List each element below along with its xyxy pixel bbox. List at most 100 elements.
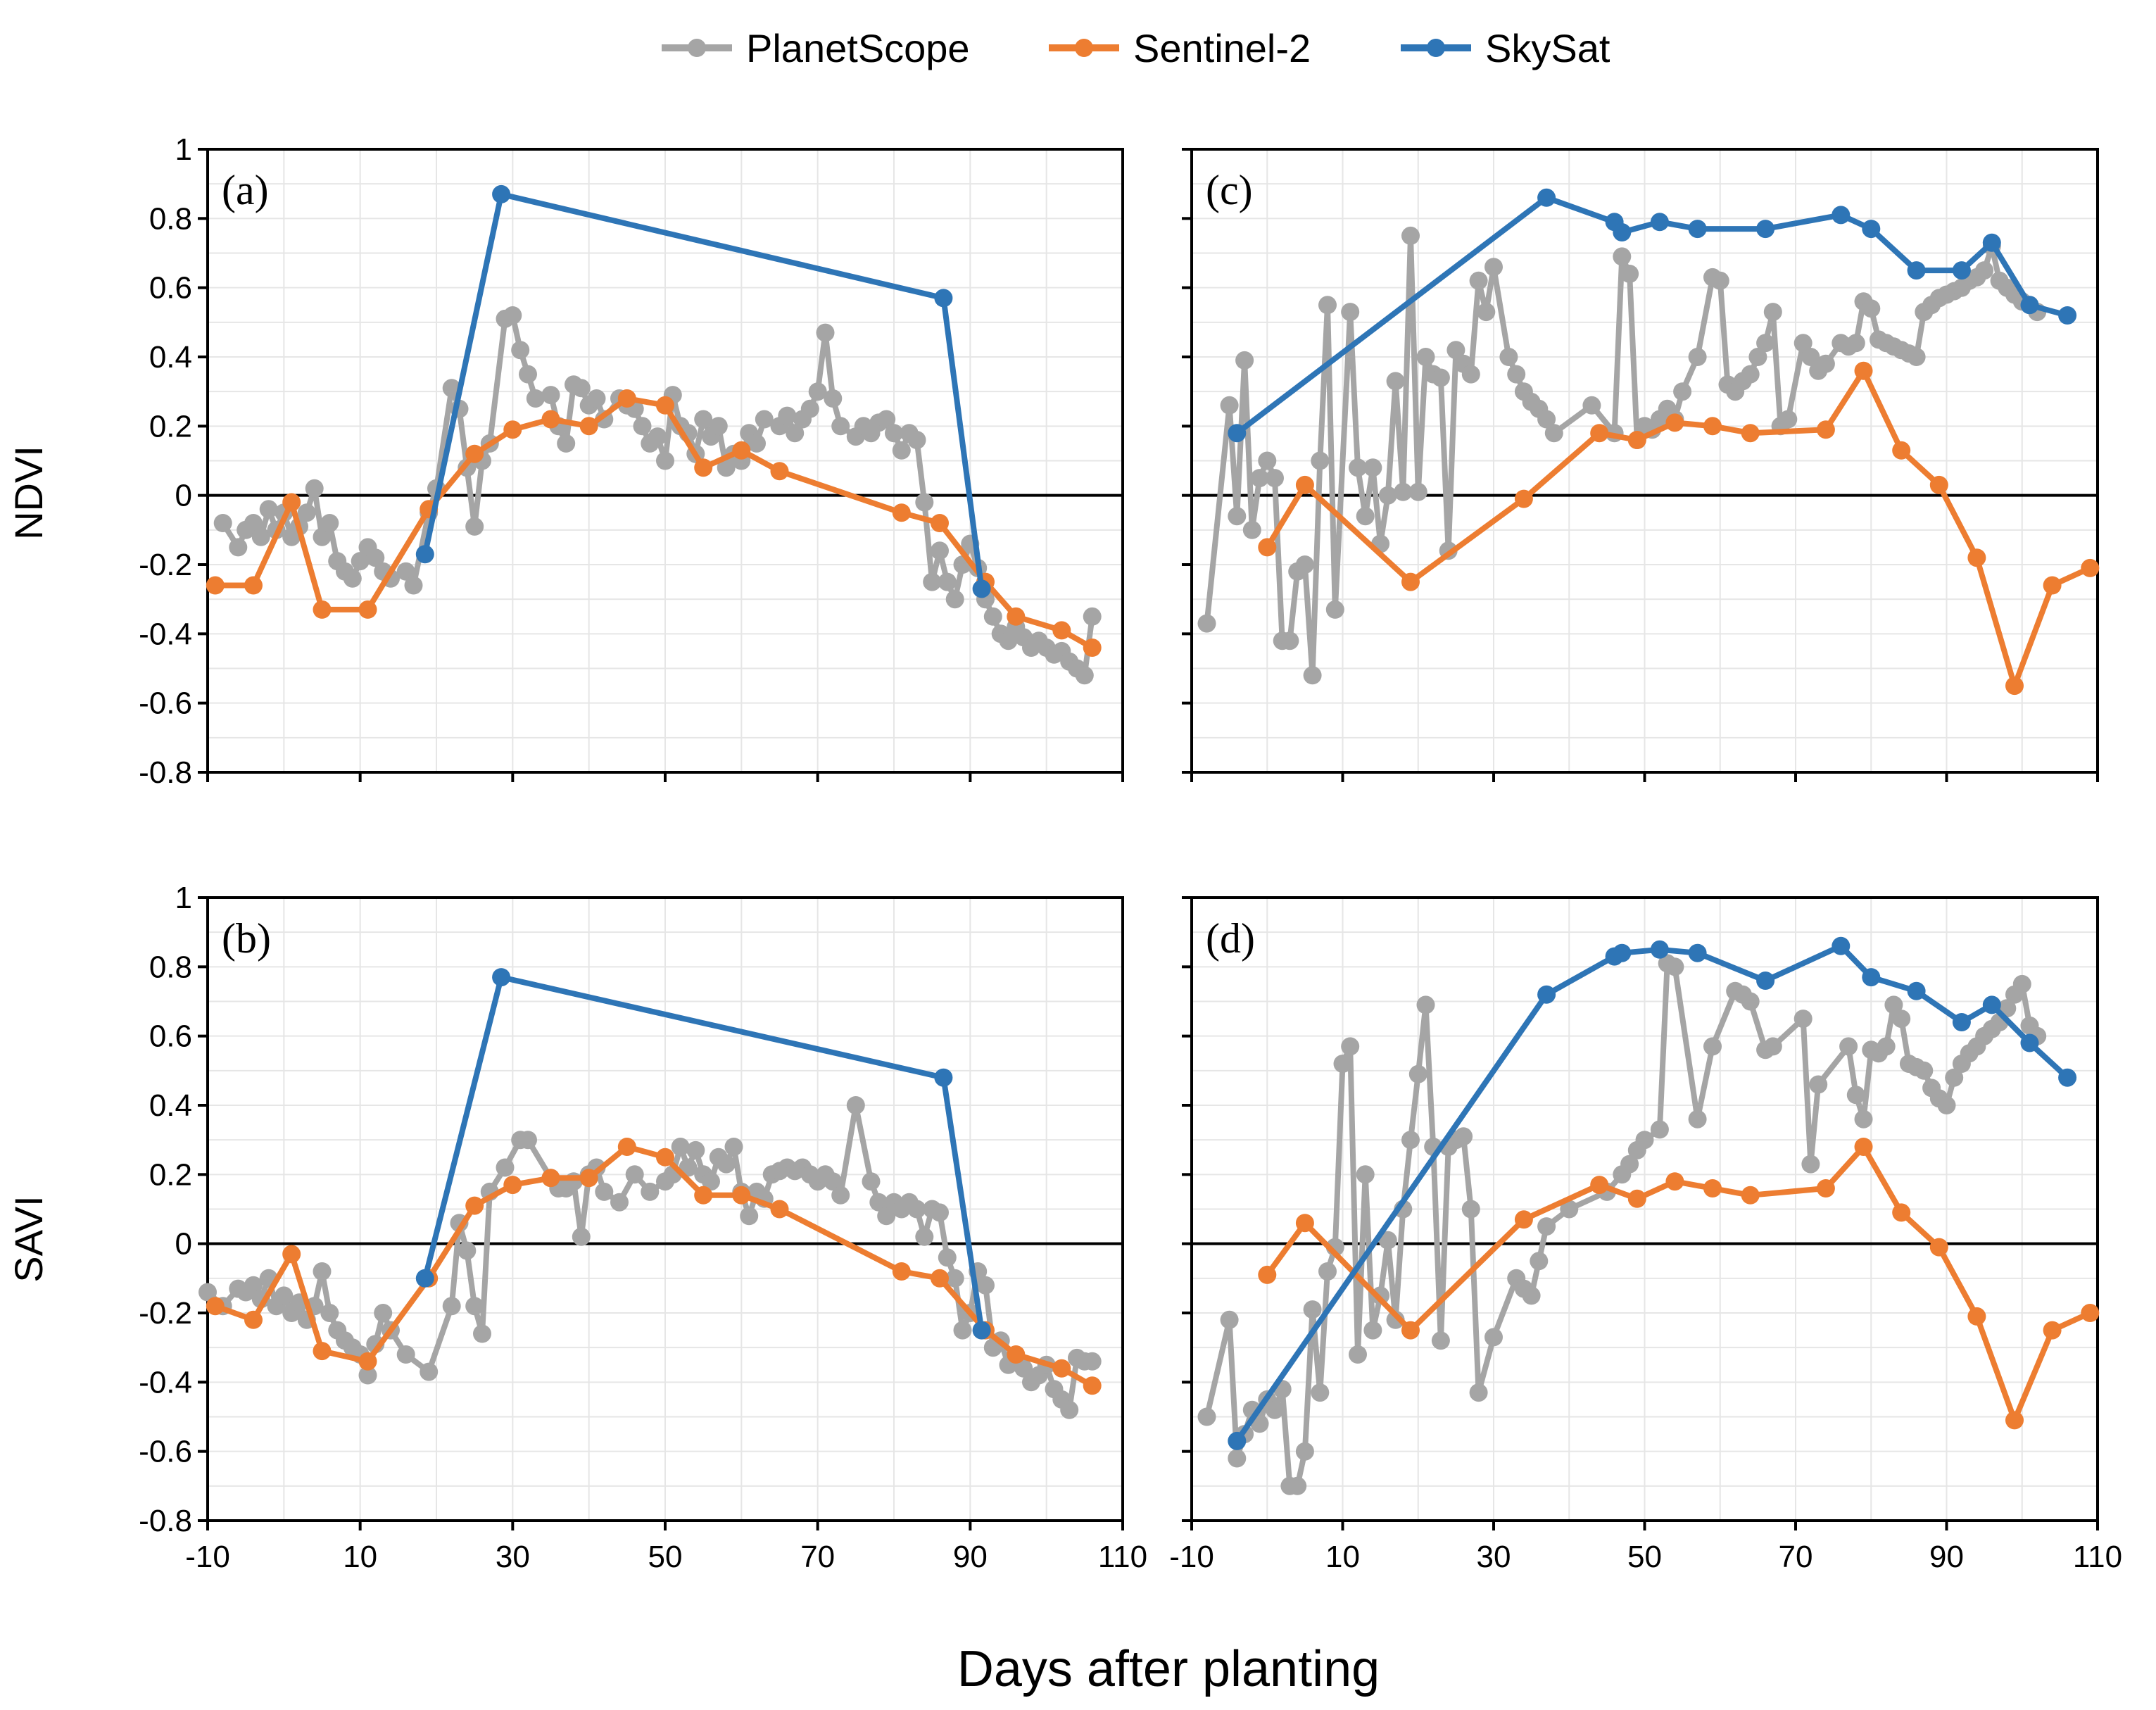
legend-item-skysat: SkySat (1401, 26, 1610, 70)
point-planetscope (1862, 299, 1881, 318)
point-planetscope (442, 379, 461, 398)
point-planetscope (1349, 458, 1367, 477)
point-planetscope (953, 1321, 972, 1340)
point-planetscope (694, 410, 713, 429)
point-planetscope (610, 1193, 629, 1212)
y-tick-label: 0.6 (149, 271, 192, 306)
legend-item-planetscope: PlanetScope (662, 26, 970, 70)
point-planetscope (1341, 1037, 1360, 1056)
point-planetscope (1242, 520, 1261, 539)
point-skysat (1537, 985, 1556, 1004)
y-tick-label: 0.6 (149, 1019, 192, 1054)
point-sentinel2 (1929, 1238, 1948, 1257)
point-planetscope (1530, 1252, 1549, 1271)
x-tick-label: 70 (800, 1540, 835, 1574)
point-planetscope (717, 1155, 736, 1174)
point-planetscope (1288, 1476, 1307, 1495)
point-planetscope (519, 1131, 537, 1150)
point-sentinel2 (1007, 1345, 1026, 1364)
point-planetscope (1280, 631, 1299, 650)
point-planetscope (1378, 486, 1397, 505)
point-sentinel2 (931, 514, 949, 532)
panel-b: -0.8 -0.6 -0.4 -0.2 0 0.2 0.4 0.6 0.8 1 -10 10 30 50 7… (139, 881, 1147, 1574)
point-sentinel2 (931, 1269, 949, 1288)
point-planetscope (831, 1186, 850, 1205)
point-skysat (1907, 261, 1926, 280)
panel-d: -10 10 30 50 70 90 110 (d) (1169, 896, 2122, 1574)
point-sentinel2 (1083, 1376, 1102, 1395)
point-planetscope (496, 1158, 515, 1177)
point-sentinel2 (358, 1352, 377, 1371)
point-planetscope (511, 341, 530, 360)
point-sentinel2 (313, 600, 332, 619)
point-planetscope (465, 1297, 484, 1316)
point-sentinel2 (1258, 538, 1277, 557)
y-tick-label: 0 (175, 479, 192, 513)
point-planetscope (1763, 303, 1782, 322)
point-sentinel2 (1929, 475, 1948, 494)
point-planetscope (1522, 1286, 1541, 1305)
panel-label: (b) (222, 915, 271, 962)
point-planetscope (1386, 1310, 1405, 1329)
point-sentinel2 (770, 462, 789, 481)
gridlines (1191, 897, 2098, 1521)
point-planetscope (945, 590, 964, 609)
point-skysat (2020, 296, 2039, 315)
point-sentinel2 (503, 1176, 522, 1195)
point-planetscope (1318, 1262, 1337, 1281)
point-sentinel2 (1665, 1172, 1684, 1191)
point-planetscope (519, 365, 537, 384)
point-planetscope (404, 576, 423, 595)
point-sentinel2 (244, 1310, 263, 1329)
point-sentinel2 (206, 1297, 225, 1316)
point-planetscope (1431, 368, 1450, 387)
gridlines (207, 897, 1123, 1521)
point-planetscope (587, 389, 606, 408)
point-planetscope (351, 552, 370, 571)
point-planetscope (458, 1241, 477, 1260)
legend-label-planetscope: PlanetScope (746, 26, 970, 70)
point-skysat (1756, 972, 1775, 990)
point-planetscope (702, 1172, 720, 1191)
point-planetscope (473, 1324, 491, 1343)
legend-item-sentinel2: Sentinel-2 (1049, 26, 1311, 70)
point-planetscope (396, 1345, 415, 1364)
point-planetscope (816, 323, 835, 342)
point-sentinel2 (2043, 576, 2062, 595)
point-sentinel2 (1083, 639, 1102, 657)
point-planetscope (1446, 341, 1465, 360)
point-skysat (1613, 943, 1632, 962)
point-planetscope (1507, 365, 1526, 384)
point-skysat (1756, 220, 1775, 239)
point-planetscope (1703, 1037, 1722, 1056)
point-planetscope (1915, 1061, 1934, 1080)
point-planetscope (1613, 247, 1632, 266)
series-sentinel2 (1258, 361, 2100, 696)
series-planetscope (1197, 226, 2047, 685)
point-planetscope (755, 410, 774, 429)
y-tick-label: 0.8 (149, 201, 192, 236)
point-skysat (1228, 1431, 1247, 1450)
point-planetscope (808, 382, 827, 401)
point-planetscope (1469, 271, 1488, 290)
point-skysat (2020, 1033, 2039, 1052)
point-planetscope (1416, 348, 1435, 366)
point-planetscope (641, 1182, 660, 1201)
point-sentinel2 (2005, 677, 2024, 696)
point-sentinel2 (503, 420, 522, 439)
point-planetscope (1688, 1109, 1707, 1129)
point-sentinel2 (1401, 1321, 1420, 1340)
point-sentinel2 (1854, 361, 1873, 380)
point-skysat (415, 1269, 434, 1288)
point-planetscope (717, 458, 736, 477)
point-planetscope (1431, 1331, 1450, 1350)
point-planetscope (1741, 365, 1760, 384)
point-planetscope (724, 1138, 743, 1156)
point-skysat (972, 1321, 991, 1340)
point-planetscope (1793, 334, 1813, 353)
point-planetscope (320, 1304, 339, 1322)
point-skysat (415, 545, 434, 564)
x-tick-label: 70 (1779, 1540, 1813, 1574)
point-skysat (1862, 968, 1881, 987)
point-planetscope (595, 1182, 614, 1201)
